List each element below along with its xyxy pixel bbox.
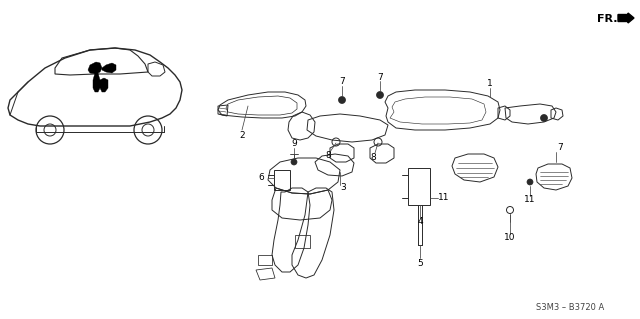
Circle shape bbox=[339, 97, 346, 103]
Circle shape bbox=[291, 159, 297, 165]
FancyArrow shape bbox=[618, 13, 634, 23]
Text: 1: 1 bbox=[487, 79, 493, 88]
Circle shape bbox=[541, 115, 547, 122]
Polygon shape bbox=[100, 78, 108, 92]
Text: 11: 11 bbox=[524, 196, 536, 204]
Text: 2: 2 bbox=[239, 130, 245, 139]
Polygon shape bbox=[102, 63, 116, 73]
Text: 4: 4 bbox=[417, 218, 423, 226]
Polygon shape bbox=[88, 62, 102, 74]
Text: 7: 7 bbox=[557, 144, 563, 152]
Polygon shape bbox=[93, 73, 100, 92]
Text: 6: 6 bbox=[258, 174, 264, 182]
Text: 3: 3 bbox=[340, 183, 346, 192]
Text: FR.: FR. bbox=[597, 14, 618, 24]
Text: S3M3 – B3720 A: S3M3 – B3720 A bbox=[536, 303, 604, 313]
Text: 5: 5 bbox=[417, 258, 423, 268]
Text: 10: 10 bbox=[504, 234, 516, 242]
Circle shape bbox=[376, 92, 383, 99]
Text: 11: 11 bbox=[438, 194, 450, 203]
Text: 8: 8 bbox=[370, 152, 376, 161]
Circle shape bbox=[527, 179, 533, 185]
Text: 8: 8 bbox=[325, 152, 331, 160]
Text: 7: 7 bbox=[339, 78, 345, 86]
Text: 7: 7 bbox=[377, 72, 383, 81]
Text: 9: 9 bbox=[291, 139, 297, 149]
